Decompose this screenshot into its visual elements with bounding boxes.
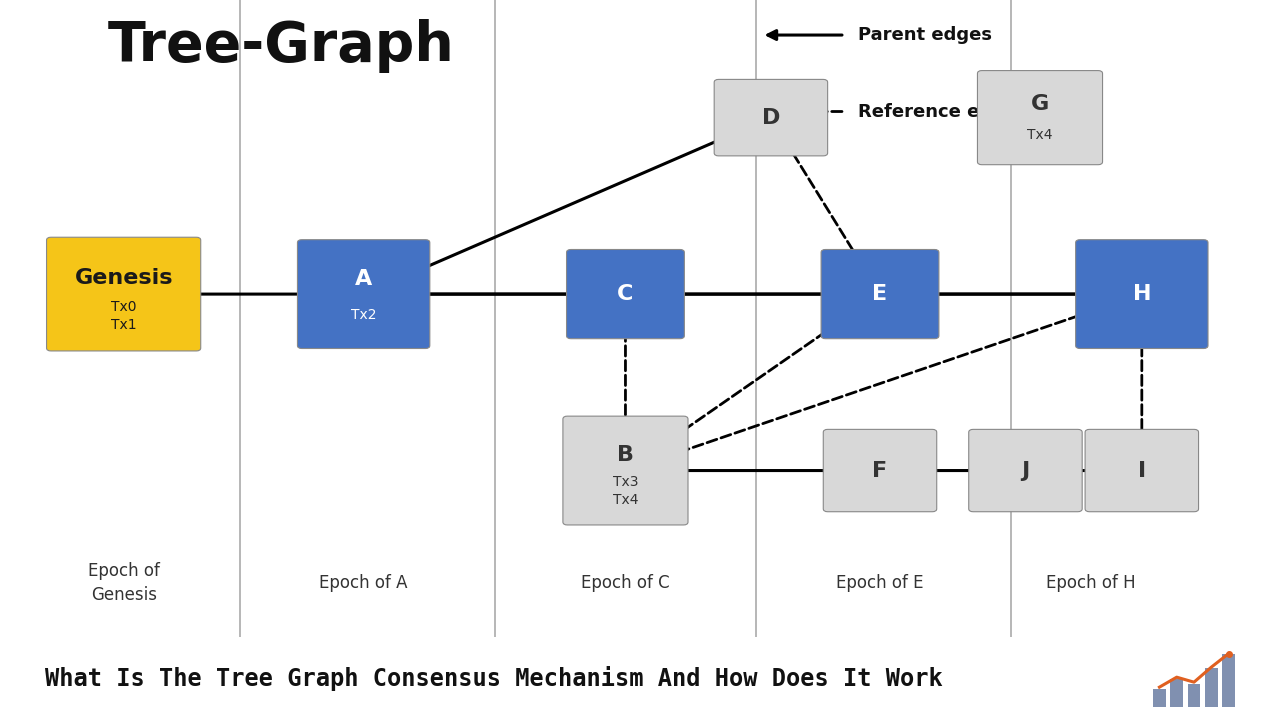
- Text: Tx2: Tx2: [351, 307, 376, 322]
- FancyBboxPatch shape: [969, 429, 1082, 512]
- Text: Epoch of C: Epoch of C: [581, 575, 669, 593]
- Text: Tree-Graph: Tree-Graph: [109, 19, 454, 73]
- Bar: [1170, 678, 1183, 707]
- FancyBboxPatch shape: [823, 429, 937, 512]
- Text: Genesis: Genesis: [74, 268, 173, 288]
- Text: J: J: [1021, 461, 1029, 480]
- FancyBboxPatch shape: [978, 71, 1102, 165]
- FancyBboxPatch shape: [46, 237, 201, 351]
- Bar: [1153, 689, 1166, 707]
- Bar: [1188, 684, 1201, 707]
- Text: G: G: [1030, 94, 1050, 114]
- FancyBboxPatch shape: [563, 416, 687, 525]
- FancyBboxPatch shape: [1085, 429, 1198, 512]
- Text: What Is The Tree Graph Consensus Mechanism And How Does It Work: What Is The Tree Graph Consensus Mechani…: [45, 666, 942, 691]
- Text: I: I: [1138, 461, 1146, 480]
- Text: D: D: [762, 107, 780, 127]
- Text: E: E: [873, 284, 887, 304]
- FancyBboxPatch shape: [714, 79, 828, 156]
- FancyBboxPatch shape: [297, 240, 430, 348]
- Text: Tx3
Tx4: Tx3 Tx4: [613, 475, 639, 507]
- Text: C: C: [617, 284, 634, 304]
- Text: Tx4: Tx4: [1028, 128, 1052, 143]
- FancyBboxPatch shape: [820, 250, 940, 338]
- Text: Epoch of E: Epoch of E: [836, 575, 924, 593]
- Text: Epoch of A: Epoch of A: [320, 575, 408, 593]
- Text: Parent edges: Parent edges: [858, 26, 992, 44]
- Text: Tx0
Tx1: Tx0 Tx1: [111, 300, 137, 332]
- Text: F: F: [873, 461, 887, 480]
- Text: H: H: [1133, 284, 1151, 304]
- Bar: [1222, 654, 1235, 707]
- FancyBboxPatch shape: [567, 250, 685, 338]
- FancyBboxPatch shape: [1075, 240, 1208, 348]
- Text: Reference edges: Reference edges: [858, 102, 1028, 120]
- Text: B: B: [617, 445, 634, 465]
- Text: Epoch of H: Epoch of H: [1046, 575, 1135, 593]
- Text: A: A: [355, 269, 372, 289]
- Text: Epoch of
Genesis: Epoch of Genesis: [88, 562, 160, 604]
- Bar: [1204, 668, 1217, 707]
